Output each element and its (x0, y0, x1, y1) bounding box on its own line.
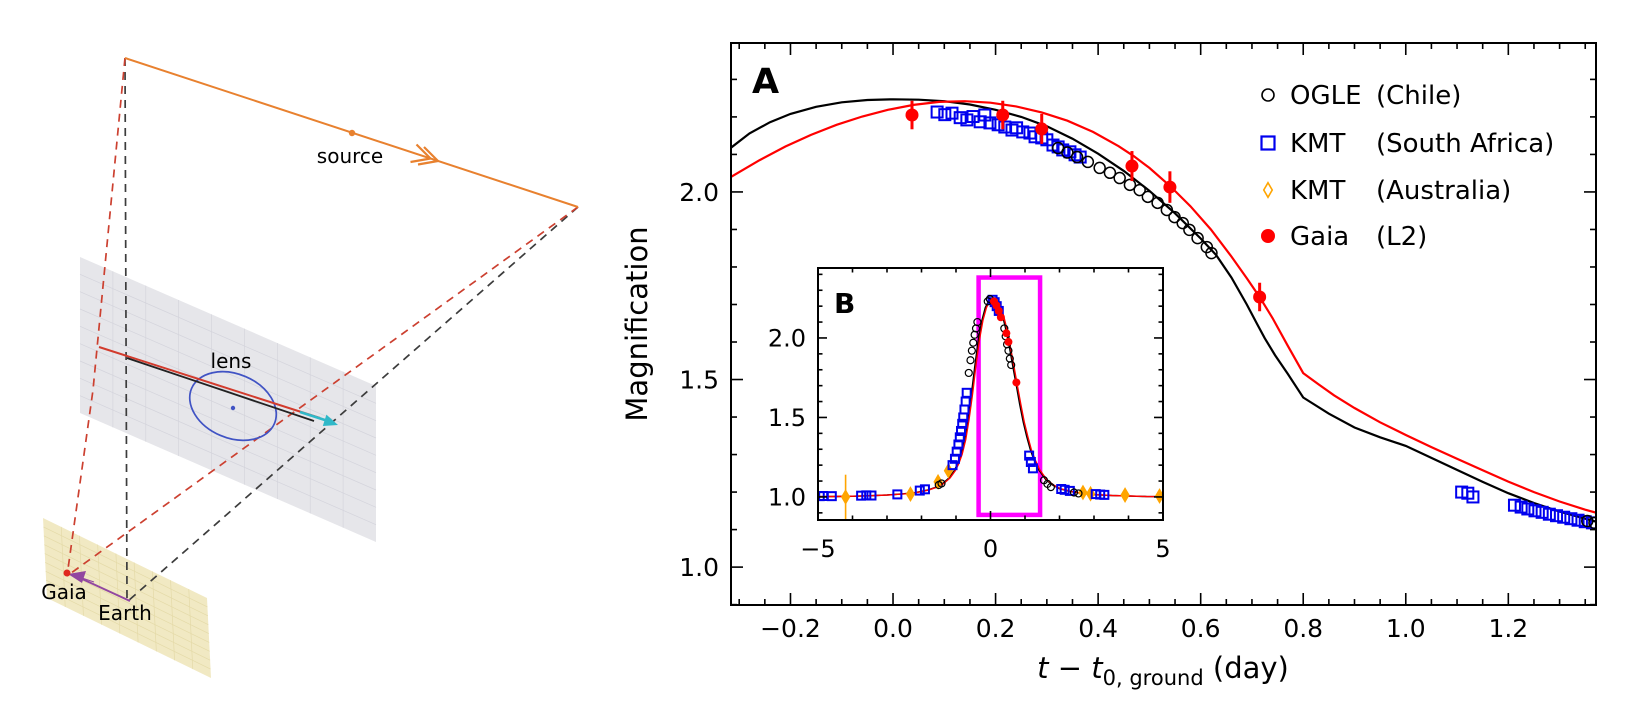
y-tick-label: 1.5 (768, 404, 806, 432)
gaia-trajectory-line (98, 346, 321, 419)
gaia-sightline-end (66, 206, 579, 577)
y-tick-label: 1.0 (679, 553, 719, 582)
x-tick-label: 0.8 (1283, 614, 1323, 643)
y-tick-label: 2.0 (768, 325, 806, 353)
legend-series-site: (Chile) (1376, 81, 1461, 111)
trajectory-arrowhead-icon (322, 414, 338, 426)
earth-label: Earth (98, 601, 152, 625)
axes-frame: −5 0 5 1.0 1.5 2.0 (768, 267, 1171, 563)
x-tick-label: −0.2 (760, 614, 821, 643)
source-arrowhead2-icon (410, 143, 433, 164)
legend-series-site: (Australia) (1376, 176, 1511, 206)
inset-background (818, 268, 1163, 520)
legend-series-site: (South Africa) (1376, 129, 1554, 159)
x-tick-label: 1.0 (1386, 614, 1426, 643)
lensing-geometry-diagram: source lens Gaia Earth (41, 57, 579, 678)
x-tick-label: 0.2 (976, 614, 1016, 643)
panel-a-data-points (905, 100, 1596, 530)
legend-series-name: KMT (1290, 176, 1345, 206)
trajectory-arrow-shaft (299, 410, 329, 423)
x-tick-label: 0.0 (873, 614, 913, 643)
lens-label: lens (211, 349, 252, 373)
legend-series-name: Gaia (1290, 222, 1349, 252)
x-tick-label: 0.4 (1078, 614, 1118, 643)
lens-plane-grid (79, 271, 377, 528)
earth-sightline-start (124, 57, 128, 601)
legend-entry: KMT (South Africa) (1260, 129, 1554, 159)
legend-entry: OGLE (Chile) (1261, 81, 1461, 111)
x-tick-label: 5 (1155, 535, 1170, 563)
y-tick-label: 1.0 (768, 484, 806, 512)
legend-series-name: KMT (1290, 129, 1345, 159)
legend-series-name: OGLE (1290, 81, 1362, 111)
y-axis-title: Magnification (620, 226, 654, 421)
y-tick-label: 2.0 (679, 178, 719, 207)
y-tick-label: 1.5 (679, 366, 719, 395)
gaia-dot (63, 569, 71, 577)
x-tick-label: 0 (983, 535, 998, 563)
magnification-lightcurve: −0.2 0.0 0.2 0.4 0.6 0.8 1.0 1.2 1.0 1.5 2.0 Magnif… (620, 42, 1597, 690)
earth-trajectory-line (126, 357, 315, 422)
gaia-model-curve (731, 100, 1596, 514)
lens-dot (230, 405, 236, 411)
gaia-label: Gaia (41, 580, 87, 604)
gaia-motion-arrow-shaft (79, 577, 131, 602)
earth-sightline-end (127, 206, 579, 602)
source-dot (348, 129, 356, 137)
legend-series-site: (L2) (1376, 222, 1427, 252)
panel-a-model-curves (731, 98, 1596, 523)
ground-model-curve (731, 98, 1596, 523)
panel-b-letter: B (834, 287, 855, 320)
panel-b-data-points (818, 294, 1163, 520)
panel-a-letter: A (752, 62, 779, 102)
source-arrowhead-icon (417, 146, 441, 166)
source-label: source (317, 144, 383, 168)
observer-plane (43, 518, 211, 678)
gaia-motion-arrowhead-icon (68, 571, 86, 583)
axes-frame: −0.2 0.0 0.2 0.4 0.6 0.8 1.0 1.2 1.0 1.5 2.0 (679, 42, 1597, 643)
x-axis-title: t − t0, ground (day) (1037, 651, 1289, 690)
x-tick-label: 1.2 (1488, 614, 1528, 643)
lens-plane (80, 257, 376, 542)
legend-entry: Gaia (L2) (1261, 222, 1427, 252)
source-trajectory (124, 57, 579, 208)
einstein-ring-ellipse (188, 370, 278, 442)
x-tick-label: −5 (800, 535, 835, 563)
x-tick-label: 0.6 (1181, 614, 1221, 643)
legend-entry: KMT (Australia) (1262, 176, 1511, 206)
zoom-region-box (976, 275, 1043, 518)
